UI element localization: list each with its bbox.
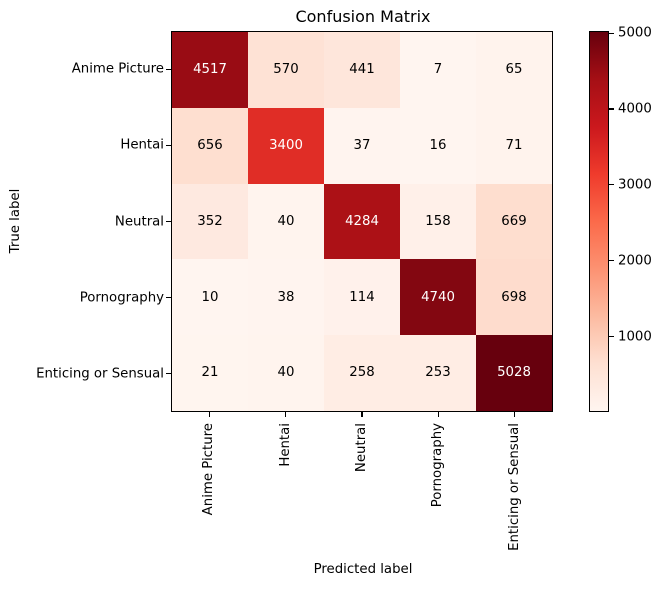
matrix-cell-1-3: 16 xyxy=(400,107,476,184)
matrix-cell-4-4: 5028 xyxy=(476,335,552,411)
x-tick-mark xyxy=(514,412,516,417)
x-tick-mark xyxy=(361,412,363,417)
y-tick-label-4: Enticing or Sensual xyxy=(36,366,164,382)
matrix-cell-0-1: 570 xyxy=(248,32,324,108)
matrix-cell-1-2: 37 xyxy=(324,107,400,184)
colorbar-tick-label-4: 5000 xyxy=(618,25,652,41)
matrix-cell-2-3: 158 xyxy=(400,183,476,260)
y-tick-mark xyxy=(166,68,171,70)
matrix-cell-2-4: 669 xyxy=(476,183,552,260)
matrix-cell-1-0: 656 xyxy=(172,107,248,184)
heatmap-grid: 4517 570 441 7 65 656 3400 37 16 71 352 40 4284 158 66… xyxy=(171,31,553,412)
colorbar-tick-mark xyxy=(609,184,614,186)
colorbar-tick-label-2: 3000 xyxy=(618,177,652,193)
colorbar-tick-mark xyxy=(609,260,614,262)
matrix-cell-2-1: 40 xyxy=(248,183,324,260)
x-tick-label-4: Enticing or Sensual xyxy=(506,423,522,551)
x-tick-label-3: Pornography xyxy=(430,423,446,508)
matrix-cell-0-2: 441 xyxy=(324,32,400,108)
matrix-cell-3-3: 4740 xyxy=(400,259,476,336)
matrix-cell-4-2: 258 xyxy=(324,335,400,411)
colorbar-tick-mark xyxy=(609,336,614,338)
matrix-cell-3-4: 698 xyxy=(476,259,552,336)
y-tick-mark xyxy=(166,220,171,223)
y-tick-mark xyxy=(166,297,171,299)
x-tick-mark xyxy=(208,412,210,417)
colorbar-tick-mark xyxy=(609,108,614,110)
y-tick-label-1: Hentai xyxy=(120,137,164,153)
y-tick-label-2: Neutral xyxy=(114,213,164,229)
y-tick-label-0: Anime Picture xyxy=(71,61,164,77)
colorbar-tick-mark xyxy=(609,32,614,34)
x-tick-label-2: Neutral xyxy=(354,423,370,473)
matrix-cell-0-3: 7 xyxy=(400,32,476,108)
x-tick-label-0: Anime Picture xyxy=(201,423,217,516)
chart-title: Confusion Matrix xyxy=(295,7,431,26)
colorbar xyxy=(589,31,609,412)
colorbar-tick-label-0: 1000 xyxy=(618,328,652,344)
y-tick-mark xyxy=(166,144,171,146)
matrix-cell-3-2: 114 xyxy=(324,259,400,336)
colorbar-tick-label-3: 4000 xyxy=(618,101,652,117)
matrix-cell-4-0: 21 xyxy=(172,335,248,411)
colorbar-tick-label-1: 2000 xyxy=(618,253,652,269)
matrix-cell-4-3: 253 xyxy=(400,335,476,411)
x-tick-mark xyxy=(285,412,287,417)
matrix-cell-1-1: 3400 xyxy=(248,107,324,184)
matrix-cell-4-1: 40 xyxy=(248,335,324,411)
x-tick-mark xyxy=(437,412,439,417)
y-tick-mark xyxy=(166,373,171,375)
matrix-cell-3-0: 10 xyxy=(172,259,248,336)
matrix-cell-3-1: 38 xyxy=(248,259,324,336)
matrix-cell-1-4: 71 xyxy=(476,107,552,184)
matrix-cell-2-0: 352 xyxy=(172,183,248,260)
x-tick-label-1: Hentai xyxy=(277,423,293,467)
matrix-cell-0-4: 65 xyxy=(476,32,552,108)
matrix-cell-2-2: 4284 xyxy=(324,183,400,260)
x-axis-label: Predicted label xyxy=(313,562,413,577)
y-tick-label-3: Pornography xyxy=(79,290,164,306)
matrix-cell-0-0: 4517 xyxy=(172,32,248,108)
